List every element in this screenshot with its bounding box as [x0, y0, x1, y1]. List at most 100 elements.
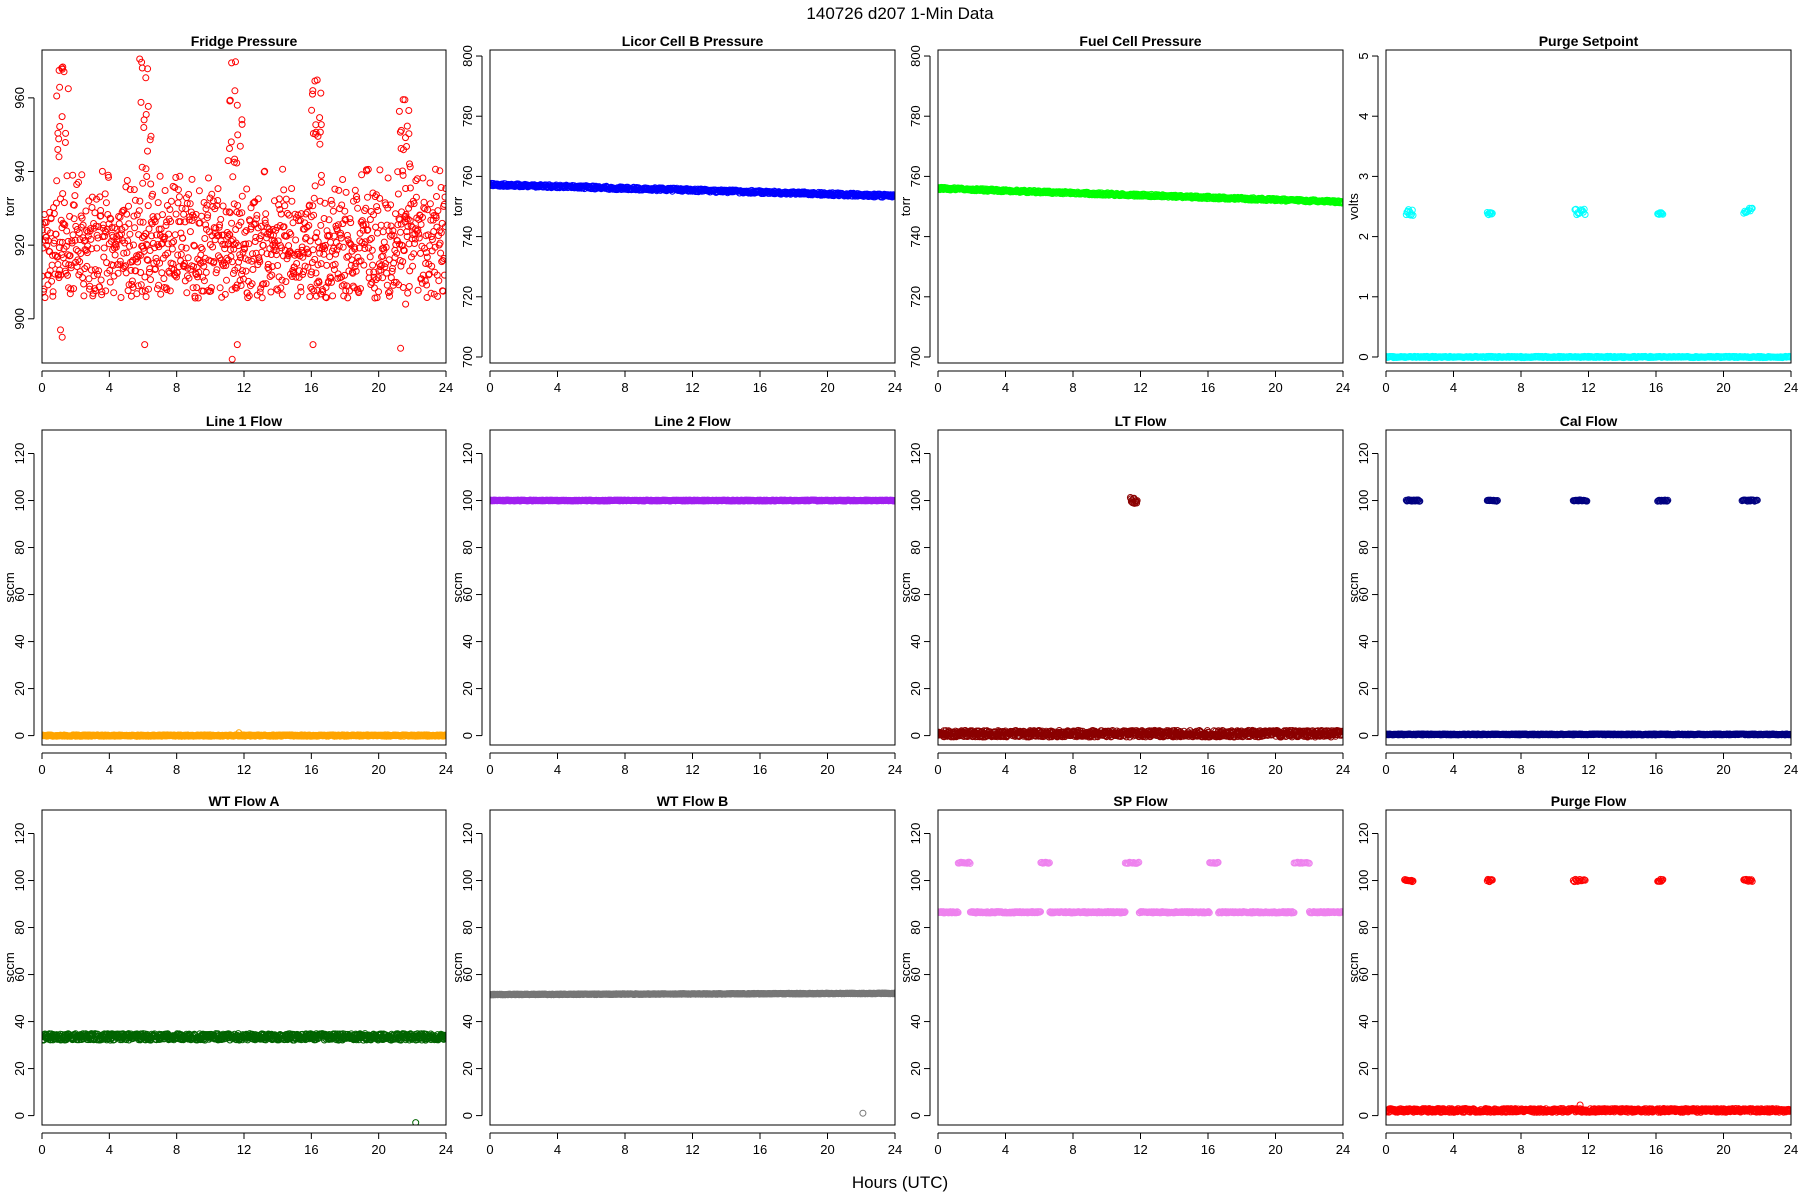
data-point	[263, 223, 271, 231]
data-point	[118, 230, 125, 238]
data-point	[239, 267, 246, 275]
data-point	[136, 197, 144, 205]
data-point	[261, 219, 269, 227]
data-point	[426, 200, 434, 208]
data-point	[266, 273, 274, 280]
data-point	[42, 285, 48, 293]
data-point	[174, 251, 182, 259]
data-point	[56, 238, 64, 246]
data-point	[181, 218, 189, 226]
data-point	[431, 243, 439, 251]
data-point	[59, 63, 67, 71]
data-point	[225, 208, 233, 216]
data-point	[276, 206, 284, 213]
data-point	[172, 210, 180, 218]
data-point	[350, 284, 358, 292]
data-point	[87, 235, 95, 243]
data-point	[100, 253, 108, 261]
data-point	[321, 245, 329, 253]
data-point	[173, 269, 181, 277]
data-point	[377, 221, 385, 229]
data-point	[320, 250, 328, 258]
data-point	[382, 260, 389, 267]
data-point	[329, 207, 337, 215]
data-point	[1657, 209, 1665, 217]
data-point	[200, 262, 208, 270]
data-point	[194, 273, 201, 281]
data-point	[54, 261, 62, 268]
data-point	[107, 215, 115, 223]
data-point	[414, 286, 422, 294]
data-point	[405, 130, 413, 138]
data-point	[288, 185, 296, 192]
data-point	[353, 196, 361, 203]
data-point	[387, 201, 395, 209]
data-point	[179, 234, 187, 242]
data-point	[304, 250, 312, 258]
data-point	[405, 107, 413, 114]
data-point	[259, 241, 267, 249]
data-point	[440, 255, 446, 262]
x-tick-label: 8	[173, 380, 180, 395]
data-point	[235, 729, 243, 737]
data-point	[139, 218, 147, 226]
data-point	[221, 290, 229, 298]
data-point	[58, 333, 66, 341]
data-point	[379, 228, 387, 236]
data-point	[372, 223, 380, 231]
data-point	[139, 179, 147, 187]
data-point	[165, 230, 173, 238]
y-tick-label: 740	[460, 226, 475, 248]
data-point	[403, 228, 411, 236]
data-point	[50, 210, 58, 218]
data-point	[213, 266, 221, 274]
data-point	[194, 294, 202, 302]
data-point	[62, 129, 70, 137]
data-point	[88, 193, 96, 201]
data-point	[87, 266, 95, 274]
data-point	[183, 289, 191, 297]
data-point	[242, 227, 250, 235]
data-point	[42, 219, 50, 226]
data-point	[54, 146, 62, 153]
data-point	[96, 193, 104, 201]
data-point	[389, 227, 397, 235]
data-point	[321, 199, 329, 207]
data-point	[71, 236, 79, 244]
data-point	[405, 240, 413, 248]
x-tick-label: 0	[486, 380, 493, 395]
data-point	[397, 262, 405, 270]
data-point	[78, 171, 86, 179]
data-point	[125, 202, 132, 210]
x-tick-label: 0	[38, 762, 45, 777]
data-point	[299, 271, 307, 278]
x-tick-label: 8	[1517, 380, 1524, 395]
data-point	[176, 172, 184, 180]
x-tick-label: 8	[621, 380, 628, 395]
x-tick-label: 12	[1133, 380, 1147, 395]
y-tick-label: 1	[1356, 293, 1371, 300]
y-tick-label: 720	[460, 286, 475, 308]
data-point	[147, 276, 154, 284]
data-point	[372, 276, 380, 284]
data-point	[364, 226, 372, 234]
data-point	[312, 128, 320, 136]
y-tick-label: 780	[908, 105, 923, 127]
data-point	[123, 249, 131, 257]
data-point	[228, 355, 236, 363]
data-point	[156, 259, 164, 267]
data-point	[90, 272, 98, 280]
y-tick-label: 0	[1356, 353, 1371, 360]
data-point	[342, 287, 350, 295]
data-point	[85, 275, 93, 283]
data-point	[50, 204, 58, 211]
data-point	[202, 221, 210, 229]
data-point	[249, 199, 257, 207]
data-point	[316, 140, 324, 148]
data-point	[1488, 209, 1496, 217]
data-point	[385, 256, 393, 264]
x-tick-label: 24	[888, 762, 902, 777]
data-point	[439, 287, 446, 295]
data-point	[43, 241, 51, 249]
data-point	[216, 284, 224, 292]
